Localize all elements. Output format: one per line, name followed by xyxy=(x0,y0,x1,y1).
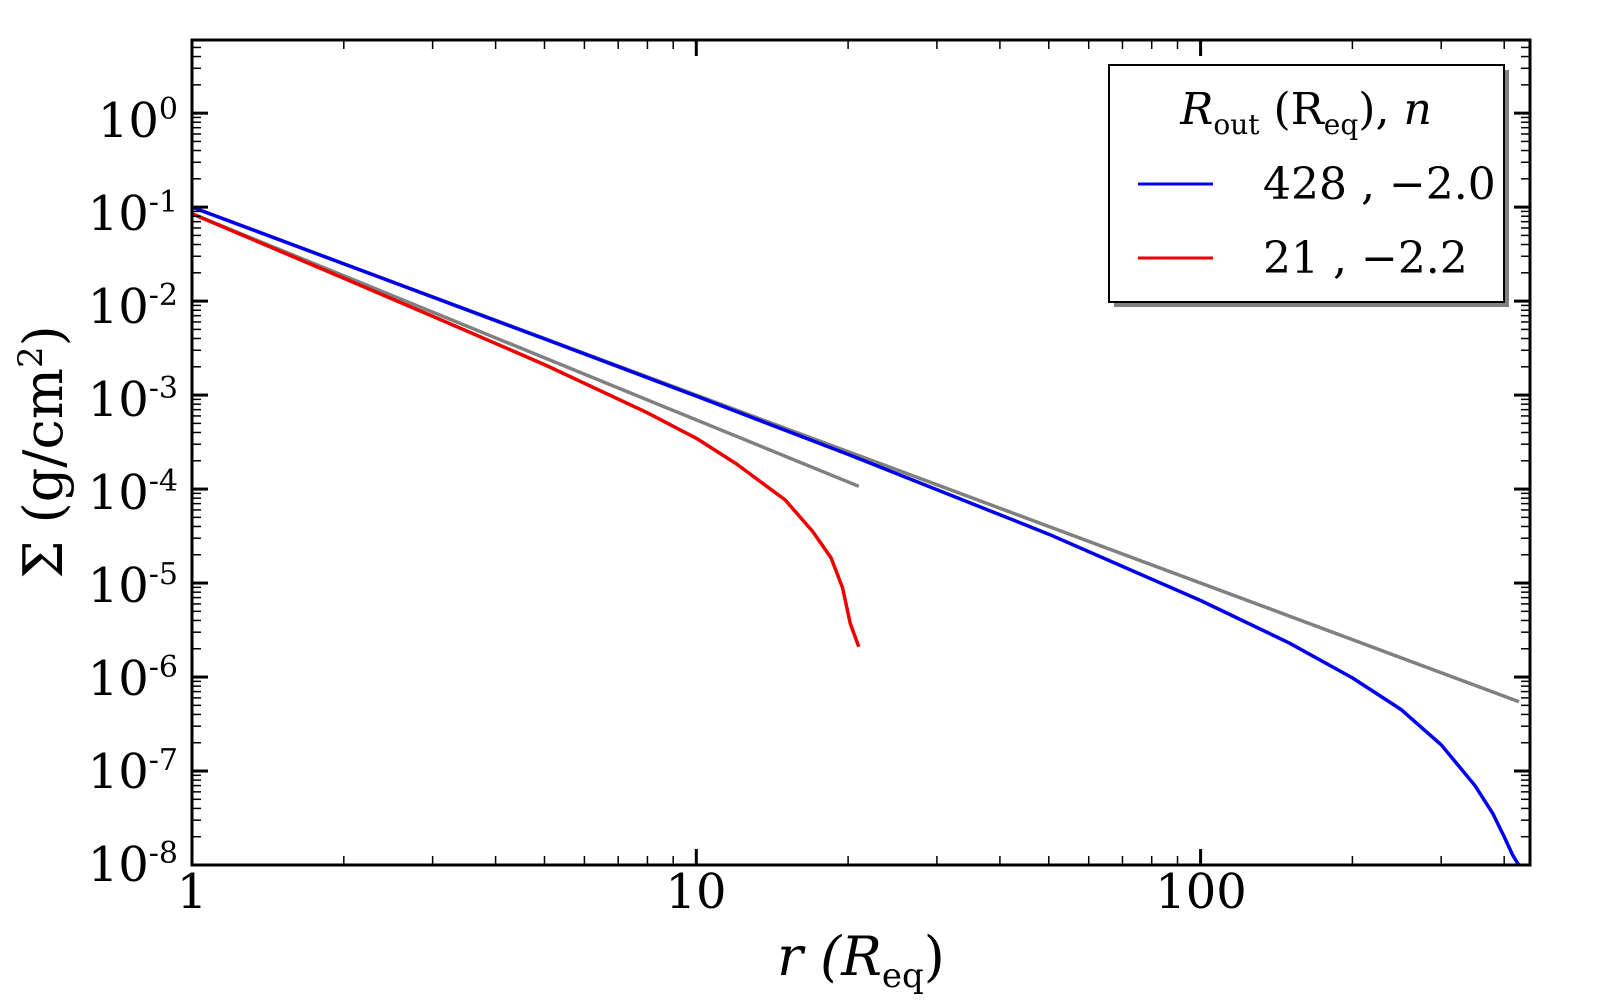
x-tick-label-100: 100 xyxy=(1155,864,1247,920)
y-tick-label-8: 10-8 xyxy=(88,836,178,893)
y-tick-label-1: 10-1 xyxy=(88,185,178,242)
x-axis-label-sub: eq xyxy=(882,956,924,996)
y-tick-base: 10 xyxy=(88,744,149,800)
legend-title-unit: (R xyxy=(1260,84,1326,135)
series-line-428-2-0 xyxy=(191,205,1521,867)
x-axis-label-main: r (R xyxy=(777,925,882,988)
y-tick-base: 10 xyxy=(88,186,149,242)
legend-title-unit-close: ), xyxy=(1358,84,1403,135)
plot-frame xyxy=(190,38,1532,867)
y-tick-exponent: -2 xyxy=(149,278,178,313)
legend-title-r: R xyxy=(1179,84,1213,135)
y-tick-base: 10 xyxy=(88,279,149,335)
series-layer xyxy=(191,205,1521,867)
y-axis-labels: 100 10-1 10-2 10-3 10-4 10-5 10-6 10-7 1… xyxy=(88,92,178,893)
y-tick-label-0: 100 xyxy=(98,92,178,149)
y-tick-exponent: 0 xyxy=(159,92,178,127)
y-tick-label-2: 10-2 xyxy=(88,278,178,335)
legend: Rout (Req), n 428 , −2.0 21 , −2.2 xyxy=(1108,64,1509,307)
x-tick-label-1: 1 xyxy=(177,864,208,920)
y-tick-label-7: 10-7 xyxy=(88,743,178,800)
y-tick-base: 10 xyxy=(98,93,159,149)
y-axis-label: Σ (g/cm2) xyxy=(11,325,75,578)
y-tick-base: 10 xyxy=(88,558,149,614)
y-tick-base: 10 xyxy=(88,651,149,707)
plot-area xyxy=(190,38,1532,867)
y-axis-label-sup: 2 xyxy=(11,346,51,368)
y-tick-label-6: 10-6 xyxy=(88,650,178,707)
legend-title-n: n xyxy=(1403,84,1431,135)
y-tick-exponent: -1 xyxy=(149,185,178,220)
x-axis-label-close: ) xyxy=(924,925,945,988)
x-axis-labels: 1 10 100 xyxy=(177,864,1247,920)
x-axis-label: r (Req) xyxy=(777,925,945,996)
y-tick-exponent: -5 xyxy=(149,557,178,592)
legend-title-unit-sub: eq xyxy=(1324,108,1359,141)
y-tick-exponent: -7 xyxy=(149,743,178,778)
y-axis-label-close: ) xyxy=(12,325,75,346)
y-tick-exponent: -4 xyxy=(149,464,178,499)
series-line-21-2-2 xyxy=(191,212,861,648)
y-tick-exponent: -8 xyxy=(149,836,178,871)
legend-title-r-sub: out xyxy=(1213,108,1260,141)
y-tick-base: 10 xyxy=(88,372,149,428)
y-tick-label-4: 10-4 xyxy=(88,464,178,521)
legend-label-blue: 428 , −2.0 xyxy=(1263,159,1496,210)
y-tick-label-3: 10-3 xyxy=(88,371,178,428)
legend-title: Rout (Req), n xyxy=(1179,84,1432,141)
y-axis-label-main: Σ (g/cm xyxy=(12,368,75,579)
y-tick-exponent: -6 xyxy=(149,650,178,685)
y-tick-base: 10 xyxy=(88,837,149,893)
legend-label-red: 21 , −2.2 xyxy=(1263,233,1468,284)
y-tick-exponent: -3 xyxy=(149,371,178,406)
y-tick-label-5: 10-5 xyxy=(88,557,178,614)
y-tick-base: 10 xyxy=(88,465,149,521)
x-tick-label-10: 10 xyxy=(665,864,726,920)
